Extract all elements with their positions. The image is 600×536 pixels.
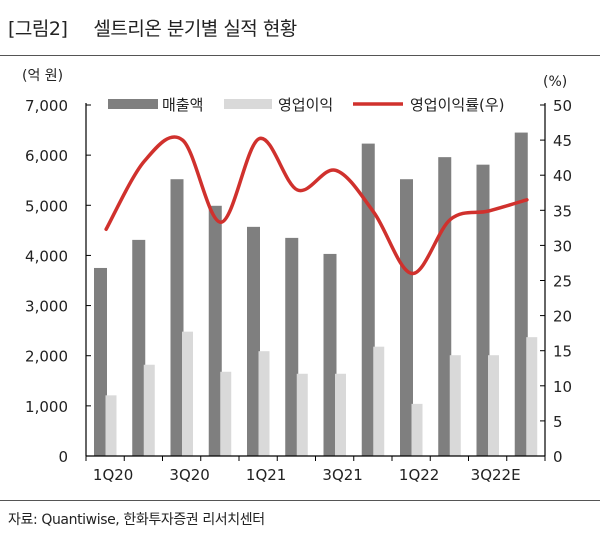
- right-tick-label: 25: [553, 273, 572, 291]
- revenue-bar: [170, 179, 184, 456]
- left-tick-label: 2,000: [25, 348, 68, 366]
- right-tick-label: 35: [553, 202, 572, 220]
- divider-bottom: [0, 500, 600, 501]
- operating-profit-bar: [143, 364, 155, 456]
- left-tick-label: 0: [58, 448, 68, 466]
- operating-profit-bar: [296, 373, 308, 456]
- revenue-bar: [323, 253, 337, 456]
- revenue-bar: [94, 267, 107, 456]
- right-axis-unit: (%): [543, 74, 567, 90]
- right-tick-label: 30: [553, 237, 572, 255]
- legend-label-operating-profit: 영업이익: [278, 96, 333, 114]
- operating-profit-bar: [105, 395, 117, 456]
- left-tick-label: 5,000: [25, 197, 68, 215]
- operating-profit-bar: [335, 373, 346, 456]
- revenue-bar: [476, 164, 490, 457]
- right-tick-label: 20: [553, 308, 572, 326]
- legend-label-operating-margin: 영업이익률(우): [410, 96, 505, 114]
- operating-profit-bar: [182, 331, 193, 456]
- x-tick-label: 3Q21: [322, 466, 362, 484]
- left-tick-label: 1,000: [25, 398, 68, 416]
- operating-profit-bar: [449, 355, 461, 456]
- revenue-bar: [247, 226, 260, 456]
- left-tick-label: 7,000: [25, 97, 68, 115]
- operating-profit-bar: [411, 403, 423, 456]
- revenue-bar: [132, 239, 146, 456]
- legend-swatch-operating-profit: [224, 99, 272, 109]
- operating-profit-bar: [488, 355, 499, 456]
- right-tick-label: 0: [553, 448, 563, 466]
- operating-profit-bar: [220, 371, 232, 456]
- legend-swatch-revenue: [108, 99, 158, 109]
- right-tick-label: 40: [553, 167, 572, 185]
- revenue-bar: [208, 205, 222, 456]
- operating-profit-bar: [373, 346, 385, 456]
- figure-tag: [그림2]: [8, 18, 68, 40]
- revenue-bar: [400, 179, 413, 456]
- figure-title-text: 셀트리온 분기별 실적 현황: [93, 18, 297, 40]
- x-tick-label: 1Q20: [93, 466, 133, 484]
- revenue-bar: [514, 132, 528, 457]
- combo-chart: (억 원) (%) 0 1,000 2,000 3,000 4,000 5,000 6,00…: [22, 68, 572, 484]
- x-tick-label: 3Q22E: [471, 466, 521, 484]
- operating-margin-line: [104, 135, 529, 276]
- left-tick-label: 3,000: [25, 298, 68, 316]
- revenue-bar: [438, 157, 452, 457]
- right-tick-label: 10: [553, 378, 572, 396]
- revenue-bar: [361, 143, 375, 457]
- x-tick-label: 1Q21: [246, 466, 286, 484]
- right-tick-label: 15: [553, 343, 572, 361]
- x-tick-label: 3Q20: [169, 466, 209, 484]
- figure-title: [그림2] 셀트리온 분기별 실적 현황: [8, 14, 297, 41]
- left-tick-label: 4,000: [25, 247, 68, 265]
- operating-profit-bar: [258, 351, 270, 456]
- legend-label-revenue: 매출액: [162, 96, 203, 114]
- divider-top: [0, 55, 600, 56]
- left-axis-unit: (억 원): [22, 68, 63, 84]
- left-tick-label: 6,000: [25, 147, 68, 165]
- revenue-bar: [285, 237, 299, 456]
- right-tick-label: 45: [553, 132, 572, 150]
- right-tick-label: 50: [553, 97, 572, 115]
- right-tick-label: 5: [553, 413, 563, 431]
- operating-profit-bar: [526, 337, 538, 456]
- x-tick-label: 1Q22: [399, 466, 439, 484]
- source-note: 자료: Quantiwise, 한화투자증권 리서치센터: [8, 512, 265, 528]
